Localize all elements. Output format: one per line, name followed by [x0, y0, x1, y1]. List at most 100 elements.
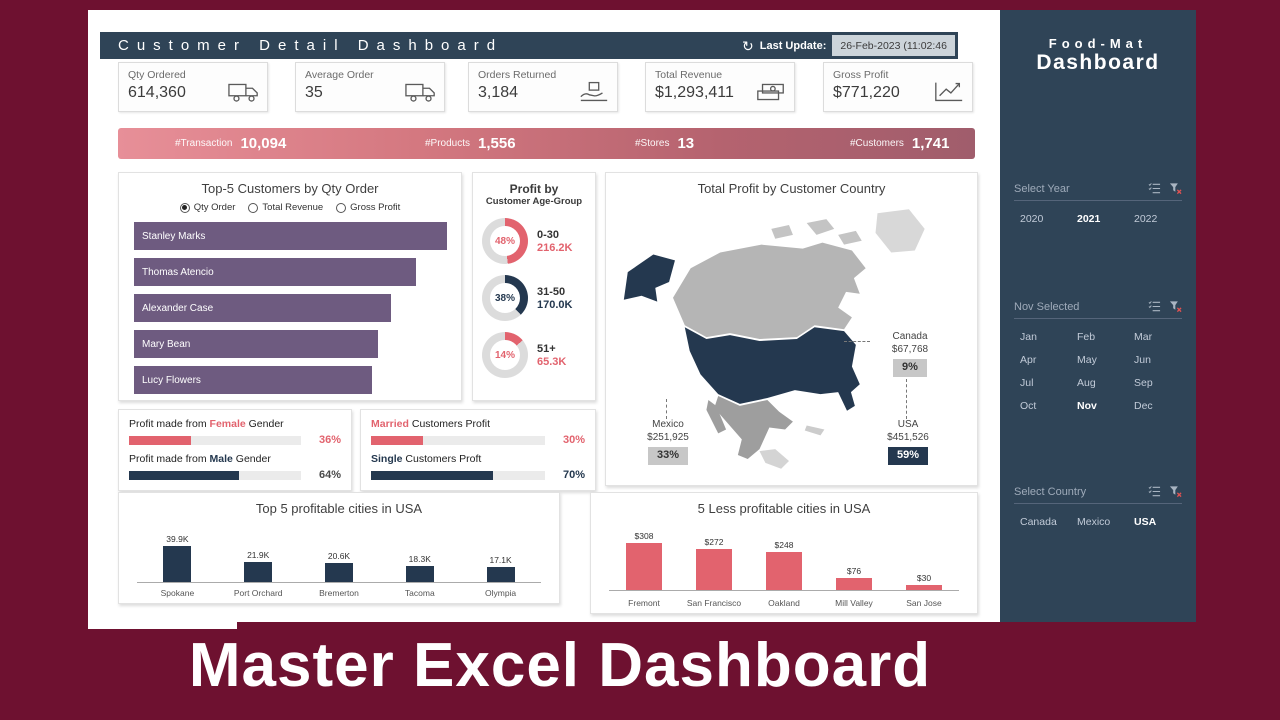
- bar-column: $272: [679, 529, 749, 590]
- clear-filter-icon[interactable]: [1169, 300, 1182, 313]
- age-title-line2: Customer Age-Group: [485, 196, 583, 207]
- radio-label: Gross Profit: [350, 202, 401, 213]
- bar-column: 20.6K: [299, 529, 380, 582]
- label-text: Customers Proft: [402, 453, 482, 465]
- stat-value: 10,094: [240, 135, 287, 152]
- customer-bar: Stanley Marks: [134, 222, 447, 250]
- month-item-jul[interactable]: Jul: [1020, 377, 1034, 389]
- dashboard-title-bar: Customer Detail Dashboard ↻ Last Update:…: [100, 32, 958, 59]
- refresh-icon[interactable]: ↻: [742, 37, 754, 54]
- bar: [163, 545, 192, 582]
- label-highlight: Female: [209, 418, 246, 430]
- age-group-label: 51+: [537, 342, 556, 355]
- male-profit-bar: 64%: [129, 469, 341, 481]
- month-item-sep[interactable]: Sep: [1134, 377, 1153, 389]
- radio-total-revenue[interactable]: Total Revenue: [248, 202, 323, 213]
- month-item-oct[interactable]: Oct: [1020, 400, 1037, 412]
- radio-label: Total Revenue: [262, 202, 324, 213]
- mexico-callout-line: [666, 399, 667, 419]
- page-title: Customer Detail Dashboard: [118, 37, 504, 54]
- donut-pct: 48%: [494, 235, 515, 247]
- radio-icon: [179, 202, 190, 213]
- age-row-31-50: 38% 31-50 170.0K: [482, 275, 595, 321]
- radio-gross-profit[interactable]: Gross Profit: [336, 202, 400, 213]
- age-group-value: 65.3K: [537, 355, 567, 368]
- year-item-2022[interactable]: 2022: [1134, 213, 1158, 225]
- multi-select-icon[interactable]: [1148, 182, 1161, 195]
- kpi-value: $1,293,411: [655, 84, 734, 101]
- brand-line1: Food-Mat: [1048, 36, 1148, 51]
- month-item-dec[interactable]: Dec: [1134, 400, 1153, 412]
- age-row-0-30: 48% 0-30 216.2K: [482, 218, 595, 264]
- month-item-feb[interactable]: Feb: [1077, 331, 1096, 343]
- country-item-mexico[interactable]: Mexico: [1077, 516, 1111, 528]
- age-group-value: 170.0K: [537, 298, 573, 311]
- month-item-jan[interactable]: Jan: [1020, 331, 1037, 343]
- top-cities-x-labels: Spokane Port Orchard Bremerton Tacoma Ol…: [137, 588, 541, 598]
- stat-customers: #Customers 1,741: [850, 128, 949, 159]
- bar-column: 21.9K: [218, 529, 299, 582]
- bar-value: $30: [916, 573, 932, 584]
- bar-column: $248: [749, 529, 819, 590]
- month-item-mar[interactable]: Mar: [1134, 331, 1153, 343]
- bar-column: $30: [889, 529, 959, 590]
- month-item-jun[interactable]: Jun: [1134, 354, 1151, 366]
- country-item-canada[interactable]: Canada: [1020, 516, 1057, 528]
- x-label: Bremerton: [319, 588, 359, 598]
- brand-line2: Dashboard: [1036, 51, 1160, 74]
- marital-profit-panel: Married Customers Profit 30% Single Cust…: [360, 409, 596, 491]
- stat-value: 13: [677, 135, 695, 152]
- radio-label: Qty Order: [193, 202, 236, 213]
- brand-block: Food-Mat Dashboard: [1000, 36, 1196, 75]
- bar-column: $308: [609, 529, 679, 590]
- profit-chart-icon: [935, 82, 963, 102]
- multi-select-icon[interactable]: [1148, 300, 1161, 313]
- bar-fill: [371, 470, 493, 480]
- bar: [906, 585, 942, 590]
- delivery-truck-icon: [228, 83, 258, 102]
- clear-filter-icon[interactable]: [1169, 485, 1182, 498]
- month-item-apr[interactable]: Apr: [1020, 354, 1037, 366]
- multi-select-icon[interactable]: [1148, 485, 1161, 498]
- age-group-label: 31-50: [537, 285, 566, 298]
- year-item-2021[interactable]: 2021: [1077, 213, 1101, 225]
- last-update-value: 26-Feb-2023 (11:02:46: [832, 35, 955, 56]
- country-slicer: Select Country Canada Mexico USA: [1014, 485, 1182, 528]
- male-pct: 64%: [318, 469, 341, 481]
- callout-value: $67,768: [891, 343, 929, 355]
- bar-value: $272: [704, 537, 724, 548]
- bar-fill: [129, 435, 191, 445]
- country-item-usa[interactable]: USA: [1134, 516, 1157, 528]
- month-item-nov[interactable]: Nov: [1077, 400, 1097, 412]
- bar: [486, 566, 515, 582]
- clear-filter-icon[interactable]: [1169, 182, 1182, 195]
- top5-title: Top-5 Customers by Qty Order: [201, 181, 379, 196]
- kpi-label: Gross Profit: [833, 69, 889, 81]
- gender-profit-panel: Profit made from Female Gender 36% Profi…: [118, 409, 352, 491]
- less-cities-bar-chart: $308 $272 $248 $76 $30: [609, 529, 959, 591]
- bar-value: $76: [846, 565, 862, 576]
- radio-qty-order[interactable]: Qty Order: [179, 202, 236, 213]
- year-slicer: Select Year 2020 2021 2022: [1014, 182, 1182, 225]
- stat-stores: #Stores 13: [635, 128, 694, 159]
- callout-country: USA: [897, 419, 919, 430]
- filter-sidebar: Food-Mat Dashboard Select Year 2020 2021…: [1000, 10, 1196, 622]
- bar: [405, 565, 434, 582]
- month-item-aug[interactable]: Aug: [1077, 377, 1096, 389]
- bar: [244, 562, 273, 582]
- canada-pct-chip: 9%: [893, 359, 927, 377]
- stat-label: #Stores: [635, 138, 670, 149]
- year-item-2020[interactable]: 2020: [1020, 213, 1044, 225]
- year-slicer-header: Select Year: [1014, 182, 1182, 201]
- month-items: Jan Feb Mar Apr May Jun Jul Aug Sep Oct …: [1020, 331, 1182, 412]
- country-slicer-header: Select Country: [1014, 485, 1182, 504]
- female-profit-bar: 36%: [129, 434, 341, 446]
- bar: [766, 552, 802, 590]
- label-text: Profit made from: [129, 453, 210, 465]
- usa-pct-chip: 59%: [887, 447, 929, 465]
- month-slicer: Nov Selected Jan Feb Mar Apr May Jun Jul…: [1014, 300, 1182, 412]
- map-mexico: [714, 396, 793, 459]
- kpi-card-orders-returned: Orders Returned 3,184: [468, 62, 618, 112]
- month-item-may[interactable]: May: [1077, 354, 1097, 366]
